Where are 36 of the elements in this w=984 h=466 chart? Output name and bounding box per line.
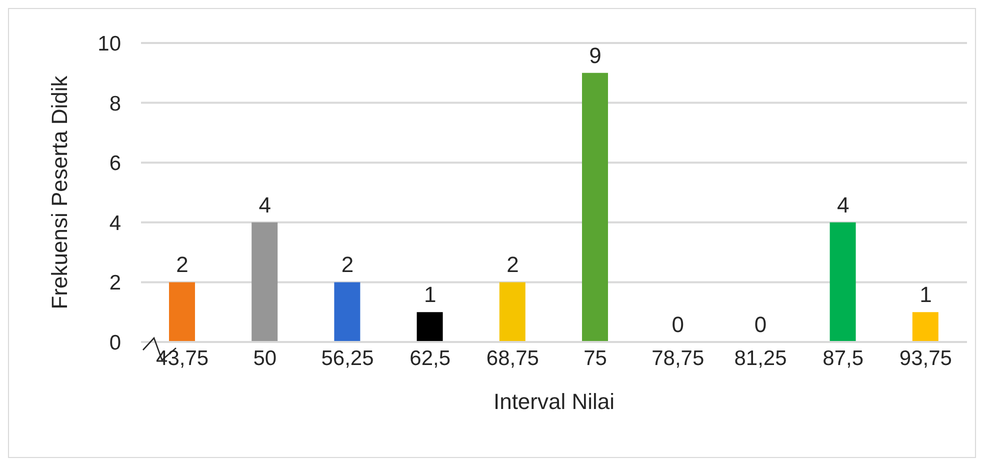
y-tick-label: 8 bbox=[109, 92, 121, 116]
bar bbox=[499, 282, 526, 342]
x-tick-label: 50 bbox=[253, 346, 277, 370]
data-label: 1 bbox=[424, 282, 436, 308]
x-tick-label: 56,25 bbox=[321, 346, 374, 370]
bar bbox=[830, 222, 856, 342]
bar bbox=[334, 282, 360, 342]
bar bbox=[252, 222, 278, 342]
x-axis-title: Interval Nilai bbox=[493, 389, 615, 414]
data-label: 1 bbox=[920, 282, 932, 308]
data-label: 0 bbox=[672, 312, 684, 337]
x-tick-label: 81,25 bbox=[734, 346, 787, 370]
x-tick-label: 78,75 bbox=[652, 346, 704, 370]
x-tick-label: 75 bbox=[584, 346, 607, 370]
y-tick-label: 0 bbox=[109, 331, 121, 354]
data-label: 2 bbox=[341, 252, 354, 278]
y-axis-title: Frekuensi Peserta Didik bbox=[46, 74, 72, 310]
x-tick-label: 43,75 bbox=[156, 346, 209, 370]
data-label: 2 bbox=[506, 252, 519, 278]
data-label: 4 bbox=[836, 192, 850, 218]
bar bbox=[169, 282, 195, 342]
x-tick-label: 93,75 bbox=[899, 346, 952, 370]
bar bbox=[912, 312, 938, 342]
y-tick-label: 6 bbox=[109, 152, 121, 176]
y-tick-label: 4 bbox=[109, 212, 122, 235]
bar bbox=[582, 72, 608, 342]
data-label: 2 bbox=[176, 252, 188, 278]
data-label: 9 bbox=[589, 42, 602, 68]
x-tick-label: 62,5 bbox=[410, 346, 451, 370]
data-label: 0 bbox=[754, 312, 767, 337]
x-tick-label: 87,5 bbox=[822, 346, 864, 370]
x-tick-label: 68,75 bbox=[486, 346, 539, 370]
y-tick-label: 2 bbox=[109, 272, 121, 295]
data-label: 4 bbox=[258, 192, 272, 218]
y-tick-label: 10 bbox=[98, 32, 121, 56]
bar bbox=[416, 312, 443, 342]
